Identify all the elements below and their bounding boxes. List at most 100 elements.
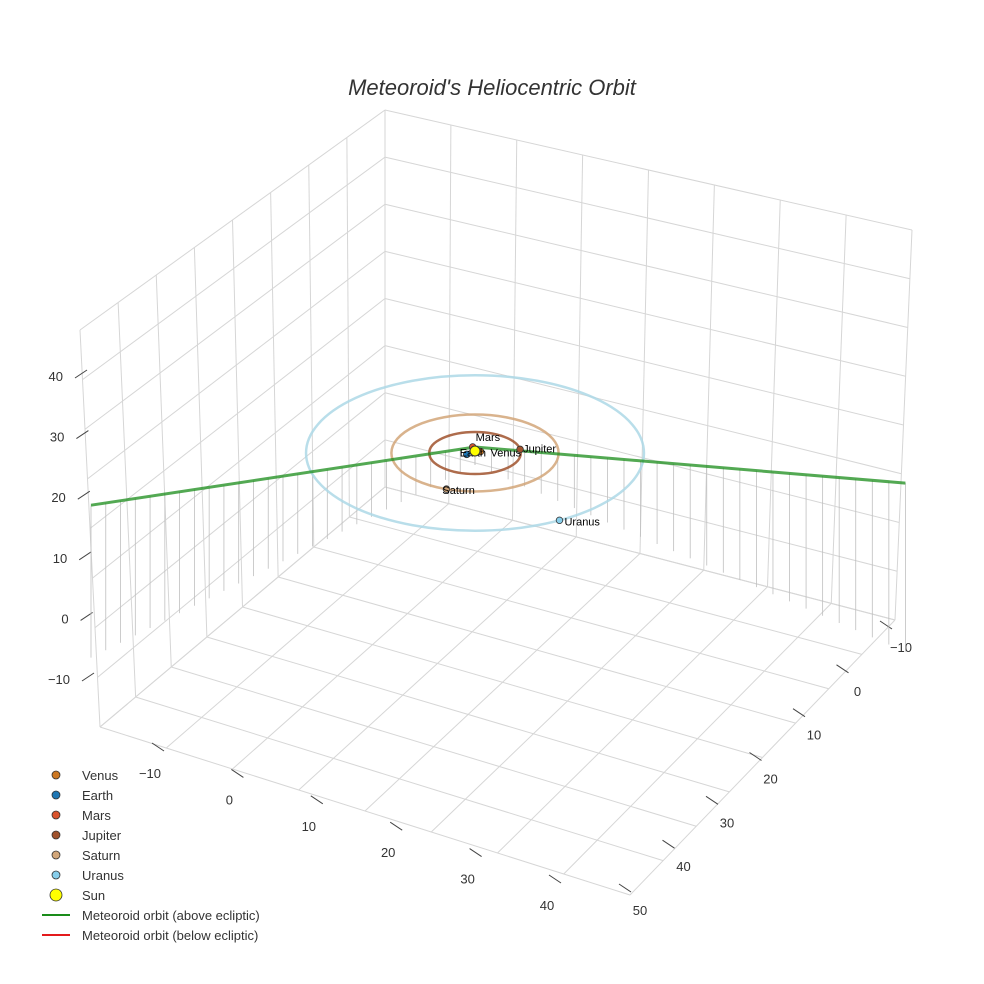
x-tick — [389, 821, 403, 831]
y-tick-label: 50 — [633, 903, 647, 918]
planet-saturn — [442, 485, 451, 493]
floor-gridline — [629, 619, 896, 896]
z-tick-label: 30 — [50, 430, 64, 445]
legend-item-sun: Sun — [49, 888, 105, 903]
legend-marker-swatch — [51, 870, 61, 880]
legend-item-meteoroid-orbit-above-ecliptic-: Meteoroid orbit (above ecliptic) — [42, 908, 260, 923]
legend-label: Meteoroid orbit (below ecliptic) — [82, 928, 258, 943]
legend-item-mars: Mars — [51, 808, 111, 823]
back-wall-gridline — [703, 184, 715, 571]
legend-marker-swatch — [51, 790, 61, 800]
y-tick — [792, 708, 806, 718]
legend-item-uranus: Uranus — [51, 868, 124, 883]
y-tick-label: 10 — [807, 728, 821, 743]
planet-label-saturn: Saturn — [442, 485, 474, 497]
grid-layer — [79, 109, 913, 896]
left-wall-gridline — [79, 329, 101, 728]
legend-marker-swatch — [51, 850, 61, 860]
legend-label: Meteoroid orbit (above ecliptic) — [82, 908, 260, 923]
x-tick-label: 20 — [381, 845, 395, 860]
legend-label: Uranus — [82, 868, 124, 883]
legend-item-venus: Venus — [51, 768, 119, 783]
back-wall-gridline — [512, 139, 518, 521]
left-wall-gridline — [270, 192, 279, 578]
z-tick-label: 40 — [49, 369, 63, 384]
x-tick-label: −10 — [139, 766, 161, 781]
left-wall-gridline — [308, 164, 315, 548]
legend-item-jupiter: Jupiter — [51, 828, 122, 843]
x-tick — [151, 742, 165, 752]
left-wall-gridline — [346, 137, 350, 518]
left-wall-gridline — [193, 247, 208, 638]
legend-label: Venus — [82, 768, 119, 783]
z-tick — [76, 430, 89, 440]
y-tick — [836, 664, 849, 674]
z-tick-label: 10 — [53, 551, 67, 566]
planet-label-mars: Mars — [476, 432, 501, 444]
legend-item-meteoroid-orbit-below-ecliptic-: Meteoroid orbit (below ecliptic) — [42, 928, 258, 943]
y-tick — [618, 883, 632, 893]
legend-marker-swatch — [51, 810, 61, 820]
y-tick — [879, 620, 893, 630]
y-tick — [749, 752, 762, 761]
back-wall-gridline — [448, 124, 452, 504]
floor-gridline — [349, 516, 863, 655]
back-wall-gridline — [830, 214, 847, 604]
z-tick — [78, 551, 92, 561]
chart-title: Meteoroid's Heliocentric Orbit — [348, 75, 637, 100]
back-wall-gridline — [894, 229, 913, 621]
left-wall-gridline — [155, 274, 172, 668]
y-tick-label: 30 — [720, 815, 734, 830]
z-tick-label: 20 — [51, 490, 65, 505]
legend-item-earth: Earth — [51, 788, 113, 803]
legend: Venus Earth Mars Jupiter Saturn Uranus Sun Mete… — [42, 768, 260, 943]
back-wall-gridline — [575, 154, 584, 537]
back-wall-gridline — [767, 199, 781, 587]
y-tick — [662, 839, 675, 849]
x-tick-label: 30 — [460, 872, 474, 887]
floor-gridline — [430, 569, 705, 833]
floor-gridline — [563, 603, 832, 875]
floor-gridline — [277, 576, 796, 724]
x-tick — [231, 768, 244, 778]
z-tick — [74, 369, 88, 379]
planet-label-uranus: Uranus — [564, 516, 600, 528]
legend-item-saturn: Saturn — [51, 848, 120, 863]
planet-jupiter — [516, 445, 524, 454]
legend-label: Saturn — [82, 848, 120, 863]
y-tick-label: 0 — [854, 684, 861, 699]
x-tick-label: 10 — [302, 819, 316, 834]
legend-label: Earth — [82, 788, 113, 803]
y-tick-label: 20 — [763, 772, 777, 787]
x-tick — [469, 848, 482, 858]
x-tick — [310, 795, 324, 805]
x-tick — [548, 874, 562, 884]
sun-marker — [469, 445, 481, 457]
planet-earth — [463, 450, 471, 459]
y-tick-label: 40 — [676, 859, 690, 874]
legend-label: Mars — [82, 808, 111, 823]
floor-gridline — [313, 546, 829, 690]
drop-lines — [90, 447, 906, 658]
planet-label-venus: Venus — [490, 448, 521, 460]
planet-uranus — [555, 516, 564, 525]
legend-marker-swatch — [51, 830, 61, 840]
legend-label: Sun — [82, 888, 105, 903]
legend-marker-swatch — [51, 770, 61, 780]
x-tick-label: 40 — [540, 898, 554, 913]
floor-gridline — [242, 606, 763, 758]
z-tick — [77, 490, 91, 500]
y-tick — [705, 795, 719, 805]
floor-gridline — [497, 586, 768, 854]
planet-label-jupiter: Jupiter — [523, 443, 556, 455]
z-tick — [81, 672, 95, 682]
z-tick-label: −10 — [48, 672, 70, 687]
back-wall-gridline — [639, 169, 649, 554]
legend-marker-swatch — [49, 888, 63, 902]
y-tick-label: −10 — [890, 640, 912, 655]
tick-layer: −10 0 10 20 30 40 −10 0 10 20 30 40 50 −10 0 10 20 30 40 — [48, 369, 912, 918]
x-tick-label: 0 — [226, 792, 233, 807]
